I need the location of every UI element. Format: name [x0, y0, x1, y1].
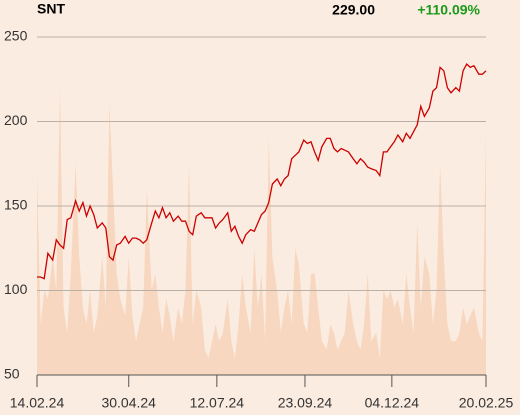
volume-area — [37, 87, 486, 375]
symbol: SNT — [37, 1, 65, 17]
x-tick-label: 14.02.24 — [10, 395, 65, 411]
y-tick-label: 150 — [4, 197, 28, 213]
y-tick-label: 100 — [4, 281, 28, 297]
change: +110.09% — [417, 2, 480, 18]
x-tick-label: 23.09.24 — [278, 395, 333, 411]
x-tick-label: 04.12.24 — [365, 395, 420, 411]
last-price: 229.00 — [332, 2, 375, 18]
price-line — [37, 62, 487, 280]
x-tick-label: 12.07.24 — [190, 395, 245, 411]
y-tick-label: 250 — [4, 28, 28, 44]
y-tick-label: 50 — [4, 366, 20, 382]
x-tick-label: 20.02.25 — [459, 395, 514, 411]
y-tick-label: 200 — [4, 112, 28, 128]
x-tick-label: 30.04.24 — [101, 395, 156, 411]
